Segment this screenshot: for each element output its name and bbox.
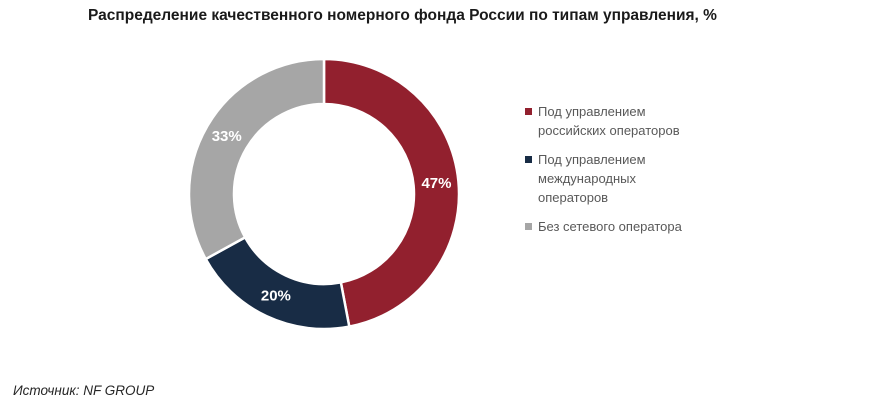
- legend-item-no-chain-operator: Без сетевого оператора: [525, 217, 765, 236]
- legend-label: Без сетевого оператора: [538, 219, 682, 234]
- legend-item-international-operators: Под управлением международных операторов: [525, 150, 765, 207]
- chart-legend: Под управлением российских операторов По…: [525, 102, 765, 246]
- donut-labels: 47% 20% 33%: [212, 128, 452, 305]
- legend-label: Под управлением российских операторов: [538, 104, 680, 138]
- legend-swatch: [525, 156, 532, 163]
- source-note: Источник: NF GROUP: [13, 383, 155, 398]
- legend-swatch: [525, 223, 532, 230]
- donut-slices: [187, 57, 461, 331]
- slice-value-label: 47%: [421, 175, 451, 192]
- chart-title: Распределение качественного номерного фо…: [88, 7, 717, 24]
- legend-item-russian-operators: Под управлением российских операторов: [525, 102, 765, 140]
- slice-russian-operators: [322, 57, 461, 329]
- legend-swatch: [525, 108, 532, 115]
- slice-value-label: 33%: [212, 128, 242, 145]
- slice-no-chain-operator: [187, 57, 326, 261]
- slice-international-operators: [204, 235, 351, 331]
- legend-label: Под управлением международных операторов: [538, 152, 646, 205]
- slice-value-label: 20%: [261, 288, 291, 305]
